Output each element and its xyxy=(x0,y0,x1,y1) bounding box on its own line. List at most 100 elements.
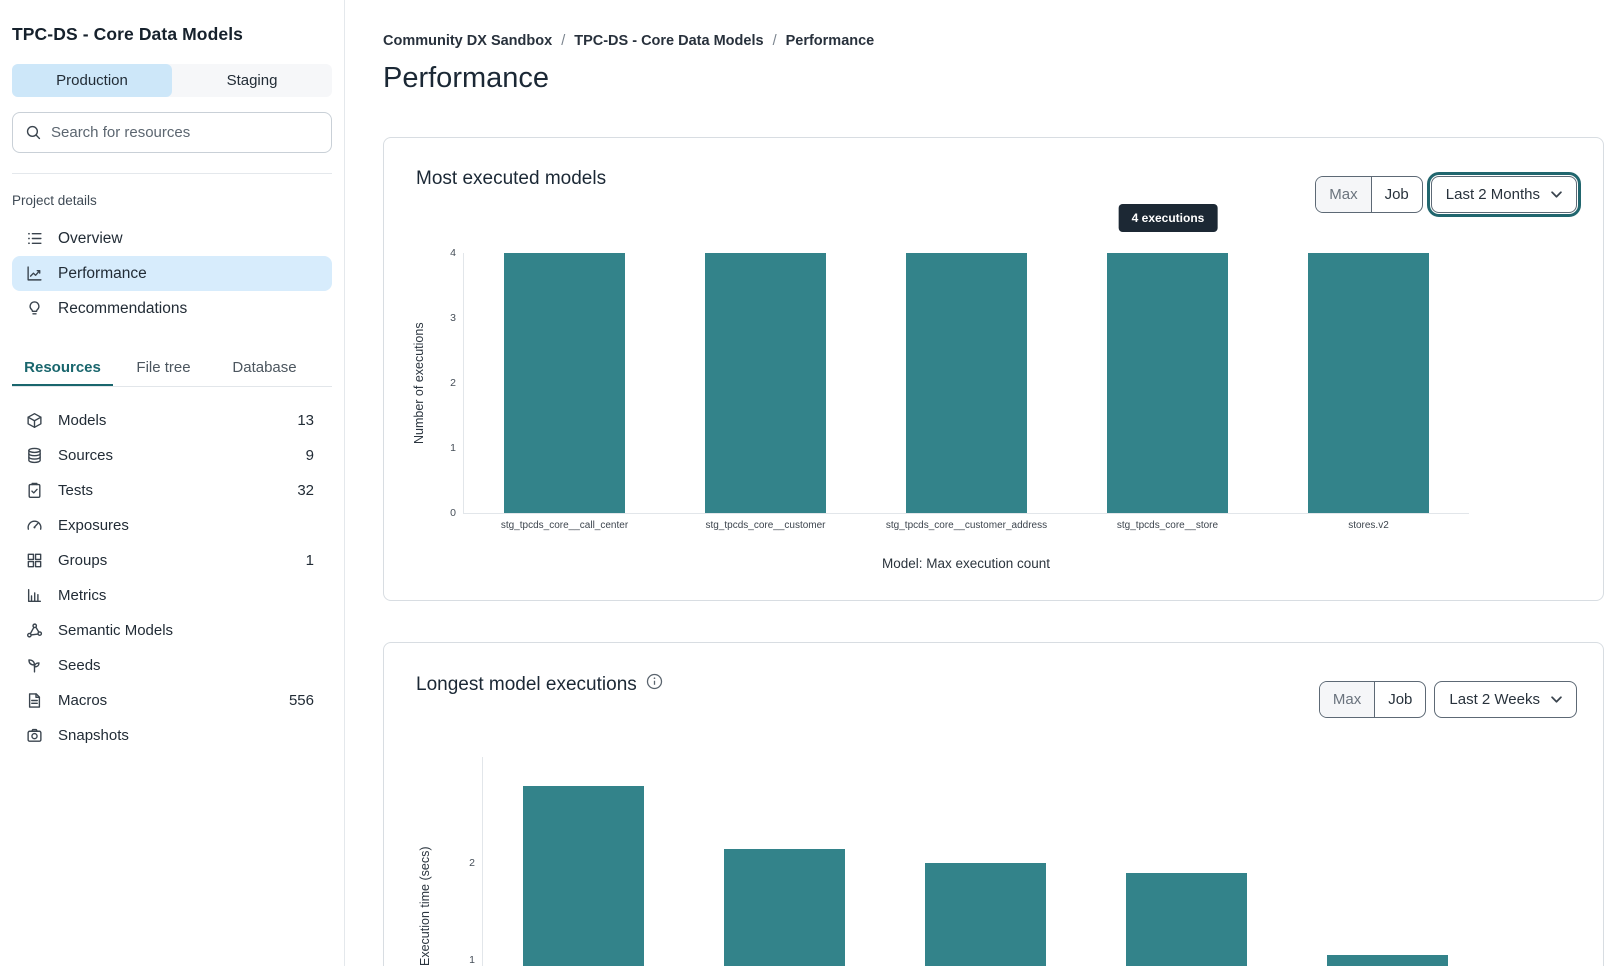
card-title-text: Longest model executions xyxy=(416,673,637,695)
y-tick-label: 2 xyxy=(469,857,475,870)
breadcrumb-separator: / xyxy=(561,33,566,49)
resource-row-snapshots[interactable]: Snapshots xyxy=(12,718,332,753)
search-icon xyxy=(25,124,42,141)
card-title: Most executed models xyxy=(416,168,606,190)
y-axis-title: Number of executions xyxy=(412,322,426,445)
toggle-max-button[interactable]: Max xyxy=(1316,177,1372,212)
date-range-dropdown[interactable]: Last 2 Weeks xyxy=(1434,681,1577,718)
max-job-toggle: Max Job xyxy=(1315,176,1423,213)
bar-slot: stg_tpcds_core__customer xyxy=(665,253,866,531)
longest-model-executions-card: Longest model executions Max Job Last 2 … xyxy=(383,642,1604,966)
environment-toggle: Production Staging xyxy=(12,64,332,97)
chart-line-icon xyxy=(26,265,43,282)
bar[interactable] xyxy=(1107,253,1228,513)
resource-row-macros[interactable]: Macros 556 xyxy=(12,683,332,718)
list-icon xyxy=(26,230,43,247)
sidebar-item-performance[interactable]: Performance xyxy=(12,256,332,291)
toggle-job-button[interactable]: Job xyxy=(1388,691,1413,708)
y-tick-label: 4 xyxy=(450,247,456,259)
network-icon xyxy=(26,622,43,639)
bar-slot: stores.v2 xyxy=(1268,253,1469,531)
date-range-value: Last 2 Weeks xyxy=(1449,691,1540,708)
most-executed-models-card: Most executed models Max Job Last 2 Mont… xyxy=(383,137,1604,601)
bar-slot: stg_tpcds_core__call_center xyxy=(464,253,665,531)
resource-label: Metrics xyxy=(58,587,107,604)
resource-row-tests[interactable]: Tests 32 xyxy=(12,473,332,508)
bar[interactable] xyxy=(1126,872,1247,966)
resource-label: Groups xyxy=(58,552,108,569)
toggle-max-button[interactable]: Max xyxy=(1319,682,1376,717)
bar[interactable] xyxy=(523,785,644,966)
resource-row-exposures[interactable]: Exposures xyxy=(12,508,332,543)
card-title-text: Most executed models xyxy=(416,168,607,189)
resource-row-metrics[interactable]: Metrics xyxy=(12,578,332,613)
date-range-value: Last 2 Months xyxy=(1445,186,1540,203)
lightbulb-icon xyxy=(26,300,43,317)
database-icon xyxy=(26,447,43,464)
sidebar-item-overview[interactable]: Overview xyxy=(12,221,332,256)
x-tick-label: stg_tpcds_core__customer_address xyxy=(885,520,1048,531)
sidebar-item-label: Overview xyxy=(58,229,123,247)
tab-file-tree[interactable]: File tree xyxy=(136,359,191,376)
date-range-dropdown[interactable]: Last 2 Months xyxy=(1426,172,1582,217)
y-tick-label: 3 xyxy=(450,312,456,324)
chart-controls: Max Job Last 2 Months xyxy=(1315,172,1582,217)
breadcrumb-current: Performance xyxy=(785,33,875,49)
x-tick-label: stg_tpcds_core__store xyxy=(1116,520,1219,531)
toggle-job-button[interactable]: Job xyxy=(1384,186,1409,203)
resource-count: 9 xyxy=(305,447,314,464)
resource-row-semantic-models[interactable]: Semantic Models xyxy=(12,613,332,648)
bar[interactable] xyxy=(1327,954,1448,966)
chart-tooltip: 4 executions xyxy=(1118,204,1218,232)
search-box xyxy=(12,112,332,153)
bar[interactable] xyxy=(906,253,1027,513)
resource-row-models[interactable]: Models 13 xyxy=(12,403,332,438)
tab-resources[interactable]: Resources xyxy=(12,359,113,386)
bar-slot xyxy=(885,757,1086,966)
env-option-production[interactable]: Production xyxy=(12,64,172,97)
x-tick-label: stores.v2 xyxy=(1348,520,1389,531)
cube-icon xyxy=(26,412,43,429)
breadcrumb: Community DX Sandbox / TPC-DS - Core Dat… xyxy=(383,33,1604,49)
y-tick-label: 0 xyxy=(450,507,456,519)
resource-list: Models 13 Sources 9 Tests 32 xyxy=(12,403,332,753)
bar-slot: stg_tpcds_core__store xyxy=(1067,253,1268,531)
search-input[interactable] xyxy=(51,124,319,141)
sidebar-tabs: Resources File tree Database xyxy=(12,359,332,387)
project-title: TPC-DS - Core Data Models xyxy=(12,24,243,44)
resource-row-groups[interactable]: Groups 1 xyxy=(12,543,332,578)
sidebar-item-label: Recommendations xyxy=(58,299,188,317)
breadcrumb-separator: / xyxy=(772,33,777,49)
env-option-staging[interactable]: Staging xyxy=(226,72,278,89)
breadcrumb-link-project[interactable]: TPC-DS - Core Data Models xyxy=(574,33,764,49)
resource-label: Semantic Models xyxy=(58,622,174,639)
project-nav: Overview Performance Recommendations xyxy=(12,221,332,326)
chart-controls: Max Job Last 2 Weeks xyxy=(1318,681,1577,718)
bar[interactable] xyxy=(724,848,845,966)
resource-count: 556 xyxy=(288,692,314,709)
bar[interactable] xyxy=(1308,253,1429,513)
chevron-down-icon xyxy=(1551,696,1562,703)
resource-count: 13 xyxy=(297,412,314,429)
bar[interactable] xyxy=(705,253,826,513)
bar[interactable] xyxy=(504,253,625,513)
bar-slot: stg_tpcds_core__customer_address xyxy=(866,253,1067,531)
sidebar: TPC-DS - Core Data Models Production Sta… xyxy=(0,0,345,966)
resource-label: Tests xyxy=(58,482,94,499)
resource-label: Snapshots xyxy=(58,727,129,744)
resource-label: Exposures xyxy=(58,517,129,534)
resource-row-seeds[interactable]: Seeds xyxy=(12,648,332,683)
document-icon xyxy=(26,692,43,709)
breadcrumb-link-account[interactable]: Community DX Sandbox xyxy=(383,33,553,49)
clipboard-icon xyxy=(26,482,43,499)
bar[interactable] xyxy=(925,863,1046,966)
info-icon[interactable] xyxy=(646,673,663,696)
bar-slot xyxy=(684,757,885,966)
sidebar-item-recommendations[interactable]: Recommendations xyxy=(12,291,332,326)
seedling-icon xyxy=(26,657,43,674)
resource-label: Macros xyxy=(58,692,108,709)
resource-row-sources[interactable]: Sources 9 xyxy=(12,438,332,473)
bar-chart-icon xyxy=(26,587,43,604)
tab-database[interactable]: Database xyxy=(232,359,297,376)
